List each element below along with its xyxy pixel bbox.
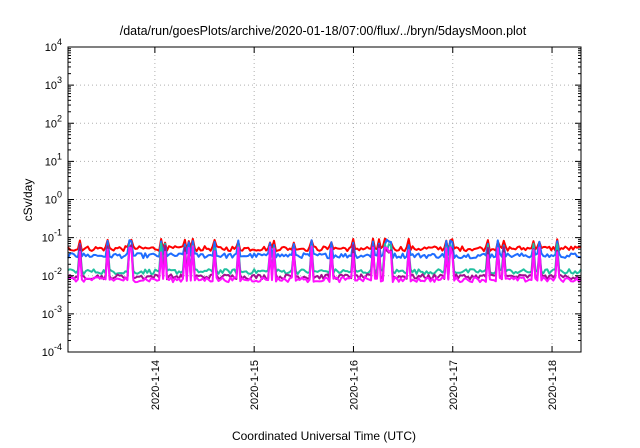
y-tick-label: 101 bbox=[45, 151, 62, 168]
series-line bbox=[67, 245, 582, 284]
x-tick-label: 2020-1-14 bbox=[150, 360, 162, 410]
grid-lines bbox=[68, 47, 581, 352]
y-tick-label: 100 bbox=[45, 190, 62, 207]
x-tick-label: 2020-1-17 bbox=[448, 360, 460, 410]
y-axis-label: cSv/day bbox=[21, 179, 35, 222]
series-line bbox=[67, 238, 582, 260]
chart-title: /data/run/goesPlots/archive/2020-01-18/0… bbox=[120, 24, 527, 38]
y-tick-label: 10-4 bbox=[42, 342, 62, 359]
y-tick-label: 103 bbox=[45, 75, 62, 92]
x-tick-label: 2020-1-15 bbox=[249, 360, 261, 410]
series-line bbox=[67, 237, 582, 253]
x-tick-label: 2020-1-18 bbox=[547, 360, 559, 410]
y-tick-label: 104 bbox=[45, 37, 62, 54]
x-axis-label: Coordinated Universal Time (UTC) bbox=[232, 429, 416, 443]
x-tick-label: 2020-1-16 bbox=[348, 360, 360, 410]
y-tick-label: 102 bbox=[45, 113, 62, 130]
y-tick-label: 10-3 bbox=[42, 304, 62, 321]
x-axis: 2020-1-14 2020-1-15 2020-1-16 2020-1-17 2020… bbox=[150, 47, 559, 410]
y-tick-label: 10-2 bbox=[42, 266, 62, 283]
y-axis: 104 103 102 101 100 10-1 10-2 10-3 10-4 bbox=[42, 37, 581, 359]
series-lines bbox=[67, 237, 582, 284]
y-tick-label: 10-1 bbox=[42, 228, 62, 245]
